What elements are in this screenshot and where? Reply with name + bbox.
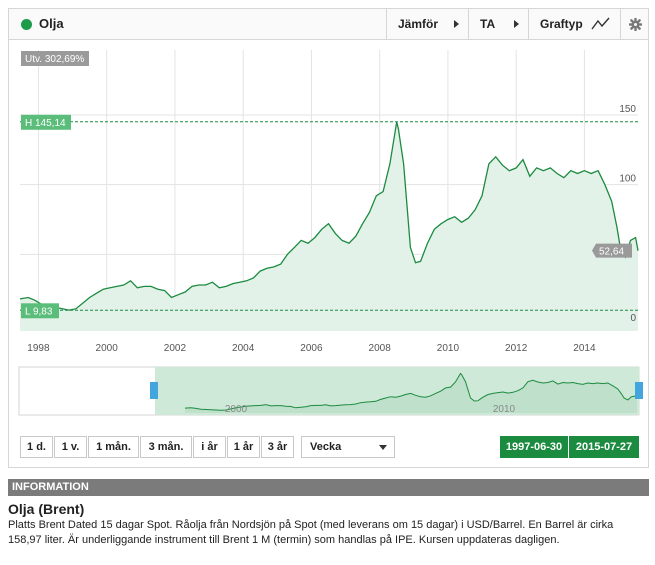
line-chart-icon — [591, 17, 610, 30]
y-axis-ticks: 0 100 150 — [619, 104, 636, 324]
price-line — [19, 121, 639, 311]
compare-button[interactable]: Jämför — [386, 9, 468, 39]
y-tick-label: 0 — [630, 313, 636, 324]
last-price-text: 52,64 — [599, 247, 624, 258]
period-button[interactable]: 1 år — [227, 436, 260, 458]
triangle-right-icon — [514, 20, 519, 28]
navigator-label-2010: 2010 — [493, 404, 516, 415]
low-badge: L 9,83 — [21, 303, 59, 319]
gear-icon — [629, 18, 642, 31]
compare-label: Jämför — [398, 17, 439, 31]
information-title: Olja (Brent) — [8, 501, 85, 517]
date-from-button[interactable]: 1997-06-30 — [500, 436, 568, 458]
information-text: Platts Brent Dated 15 dagar Spot. Råolja… — [8, 519, 614, 546]
date-to-button[interactable]: 2015-07-27 — [569, 436, 639, 458]
navigator-label-2000: 2000 — [225, 404, 248, 415]
navigator-right-handle[interactable] — [635, 382, 643, 399]
chart-panel — [8, 40, 649, 468]
information-header: INFORMATION — [8, 479, 649, 496]
x-tick-label: 2002 — [164, 343, 187, 354]
interval-select-value: Vecka — [310, 441, 342, 453]
period-button[interactable]: 1 d. — [20, 436, 53, 458]
high-badge: H 145,14 — [21, 114, 71, 130]
x-tick-label: 2004 — [232, 343, 255, 354]
navigator-left-handle[interactable] — [150, 382, 158, 399]
instrument-name: Olja — [39, 16, 64, 31]
high-low-reference-lines — [20, 121, 638, 311]
period-button[interactable]: 3 mån. — [140, 436, 192, 458]
settings-button[interactable] — [620, 9, 649, 39]
period-button[interactable]: i år — [193, 436, 226, 458]
change-badge-text: Utv. 302,69% — [25, 54, 84, 65]
ta-button[interactable]: TA — [468, 9, 528, 39]
instrument-title: Olja — [21, 9, 64, 39]
chart-toolbar: Olja Jämför TA Graftyp — [8, 8, 649, 40]
price-chart[interactable]: 0 100 150 1998 2000 2002 2004 2006 2008 2010 2012… — [0, 0, 655, 430]
last-price-badge: 52,64 — [592, 243, 632, 258]
chevron-down-icon — [379, 445, 387, 450]
period-button[interactable]: 3 år — [261, 436, 294, 458]
x-tick-label: 1998 — [27, 343, 50, 354]
triangle-right-icon — [454, 20, 459, 28]
x-tick-label: 2000 — [96, 343, 119, 354]
low-badge-text: L 9,83 — [25, 306, 53, 317]
status-dot-icon — [21, 18, 32, 30]
x-tick-label: 2008 — [369, 343, 392, 354]
high-badge-text: H 145,14 — [25, 118, 66, 129]
y-tick-label: 150 — [619, 104, 636, 115]
graph-type-button[interactable]: Graftyp — [528, 9, 620, 39]
x-tick-label: 2012 — [505, 343, 528, 354]
period-button[interactable]: 1 v. — [54, 436, 87, 458]
period-button[interactable]: 1 mån. — [88, 436, 139, 458]
ta-label: TA — [480, 17, 496, 31]
x-tick-label: 2006 — [300, 343, 323, 354]
price-area — [20, 122, 638, 331]
graph-type-label: Graftyp — [540, 17, 583, 31]
y-tick-label: 100 — [619, 174, 636, 185]
navigator[interactable]: 2000 2010 — [18, 366, 643, 416]
x-tick-label: 2010 — [437, 343, 460, 354]
change-badge: Utv. 302,69% — [21, 51, 89, 66]
x-axis-ticks: 1998 2000 2002 2004 2006 2008 2010 2012 2014 — [27, 343, 596, 354]
navigator-area — [185, 373, 637, 413]
x-tick-label: 2014 — [573, 343, 596, 354]
navigator-line — [184, 372, 638, 411]
interval-select[interactable]: Vecka — [301, 436, 395, 458]
